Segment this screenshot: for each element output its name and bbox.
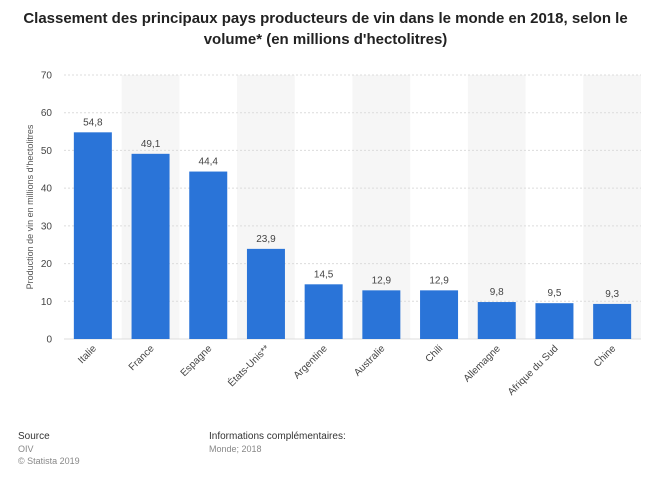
y-tick-label: 50	[41, 146, 53, 157]
column-band	[467, 75, 526, 339]
data-label: 12,9	[372, 275, 392, 286]
x-tick-label: Italie	[76, 343, 99, 366]
bar	[420, 290, 459, 339]
y-axis-title: Production de vin en millions d'hectolit…	[25, 124, 35, 289]
x-tick-label: Espagne	[179, 343, 215, 379]
data-label: 14,5	[314, 269, 334, 280]
bar	[246, 248, 285, 339]
data-label: 9,8	[490, 287, 504, 298]
data-label: 9,3	[605, 289, 619, 300]
x-tick-label: Chili	[424, 343, 446, 365]
copyright-text: © Statista 2019	[18, 456, 80, 466]
bar	[535, 303, 574, 339]
data-label: 54,8	[83, 117, 103, 128]
data-label: 23,9	[256, 234, 276, 245]
x-tick-label: Argentine	[292, 343, 330, 381]
source-name[interactable]: OIV	[18, 444, 34, 454]
y-tick-label: 70	[41, 71, 53, 82]
x-tick-label: Afrique du Sud	[506, 343, 561, 398]
bar	[477, 302, 516, 339]
bar	[362, 290, 401, 339]
data-label: 44,4	[199, 157, 219, 168]
source-block: Source OIV © Statista 2019	[18, 431, 80, 467]
y-tick-label: 30	[41, 221, 53, 232]
chart-title: Classement des principaux pays producteu…	[23, 10, 628, 48]
bar	[131, 153, 170, 339]
x-tick-label: États-Unis**	[225, 342, 272, 389]
data-label: 49,1	[141, 139, 161, 150]
column-band	[583, 75, 641, 339]
y-tick-label: 60	[41, 108, 53, 119]
x-tick-label: Chine	[592, 343, 619, 370]
y-tick-label: 10	[41, 297, 53, 308]
data-label: 12,9	[429, 275, 449, 286]
bar	[73, 132, 112, 339]
y-tick-label: 0	[46, 335, 52, 346]
data-label: 9,5	[547, 288, 561, 299]
info-heading: Informations complémentaires:	[209, 431, 346, 442]
y-tick-label: 20	[41, 259, 53, 270]
bar	[189, 171, 228, 339]
x-tick-label: Australie	[352, 343, 388, 379]
y-tick-label: 40	[41, 184, 53, 195]
x-tick-label: France	[127, 343, 157, 373]
source-heading: Source	[18, 431, 50, 442]
bar	[593, 303, 632, 339]
x-tick-label: Allemagne	[462, 343, 503, 384]
info-block: Informations complémentaires: Monde; 201…	[209, 431, 346, 455]
bar	[304, 284, 343, 339]
info-text: Monde; 2018	[209, 444, 262, 454]
